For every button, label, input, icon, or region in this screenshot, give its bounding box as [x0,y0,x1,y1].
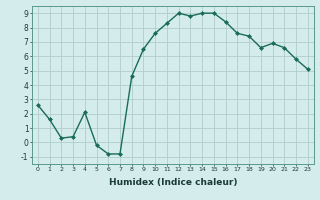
X-axis label: Humidex (Indice chaleur): Humidex (Indice chaleur) [108,178,237,187]
